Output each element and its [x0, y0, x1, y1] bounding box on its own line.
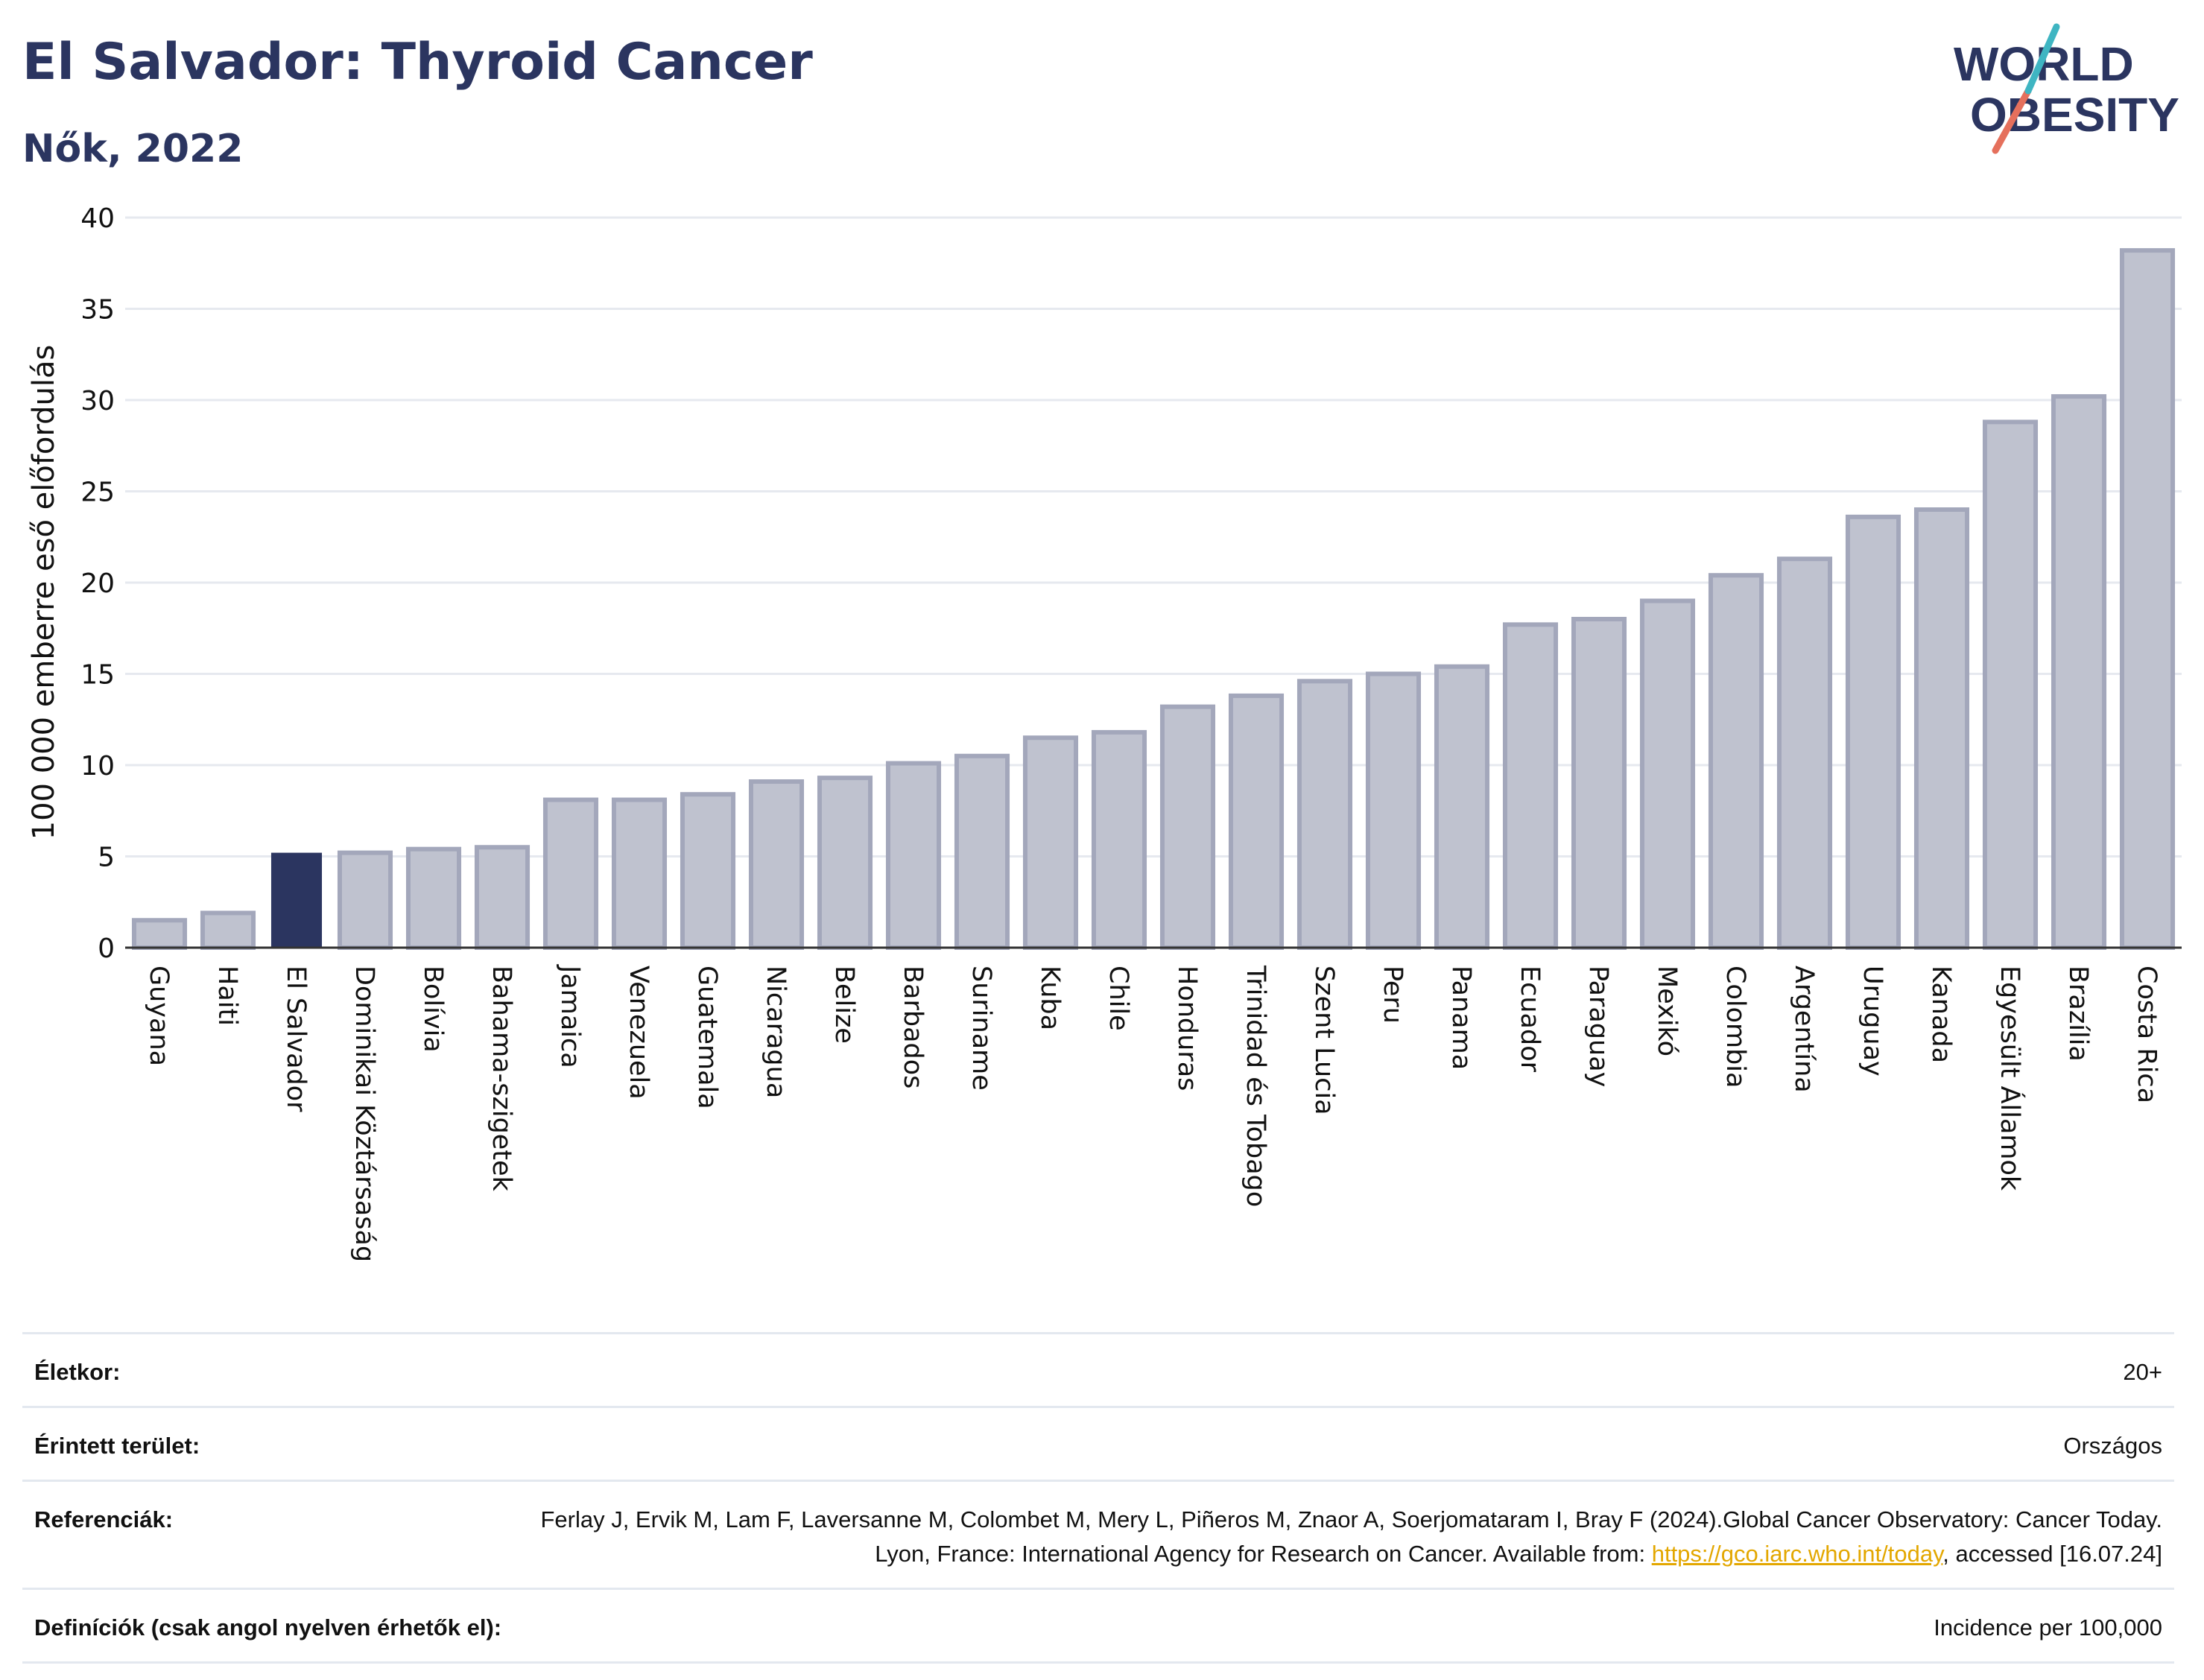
- bar: [1845, 514, 1901, 950]
- x-tick-label: Ecuador: [1515, 966, 1545, 1073]
- bar: [1091, 729, 1147, 951]
- y-tick-label: 20: [80, 568, 115, 599]
- x-tick-label: Mexikó: [1652, 966, 1682, 1056]
- x-tick-label: Brazília: [2063, 966, 2093, 1062]
- meta-row-age: Életkor: 20+: [22, 1332, 2174, 1406]
- bar: [1913, 507, 1970, 950]
- chart-title: El Salvador: Thyroid Cancer: [22, 33, 813, 92]
- x-tick-label: Uruguay: [1858, 966, 1887, 1077]
- x-tick-label: Barbados: [898, 966, 928, 1088]
- bar-highlighted: [270, 852, 323, 948]
- x-tick-label: Guyana: [144, 966, 174, 1066]
- world-obesity-logo: WORLD OBESITY: [1954, 23, 2179, 154]
- age-label: Életkor:: [34, 1359, 121, 1385]
- y-tick-label: 25: [80, 478, 115, 508]
- meta-row-area: Érintett terület: Országos: [22, 1406, 2174, 1480]
- y-tick-label: 5: [98, 843, 115, 873]
- y-tick-label: 40: [80, 203, 115, 234]
- bar: [1982, 419, 2039, 950]
- references-text: Ferlay J, Ervik M, Lam F, Laversanne M, …: [523, 1503, 2162, 1571]
- chart-subtitle: Nők, 2022: [22, 127, 244, 171]
- x-tick-label: Chile: [1103, 966, 1133, 1031]
- bar: [1708, 573, 1764, 950]
- area-label: Érintett terület:: [34, 1433, 200, 1459]
- bar: [337, 850, 393, 950]
- definitions-value: Incidence per 100,000: [1934, 1614, 2162, 1641]
- x-tick-label: Trinidad és Tobago: [1241, 965, 1270, 1207]
- bar: [1022, 735, 1079, 950]
- x-tick-label: Bolívia: [418, 966, 448, 1053]
- bar: [474, 845, 531, 950]
- x-tick-label: Venezuela: [624, 966, 653, 1100]
- x-tick-label: Nicaragua: [761, 966, 791, 1098]
- y-tick-label: 30: [80, 386, 115, 416]
- x-tick-label: Costa Rica: [2132, 966, 2162, 1103]
- logo-slash-teal: [2024, 23, 2060, 95]
- references-link[interactable]: https://gco.iarc.who.int/today: [1651, 1541, 1943, 1567]
- logo-line1: WORLD: [1954, 37, 2134, 91]
- y-tick-label: 15: [80, 660, 115, 691]
- y-axis-label: 100 000 emberre eső előfordulás: [27, 345, 61, 840]
- area-value: Országos: [2063, 1433, 2162, 1459]
- bar: [680, 792, 736, 950]
- bar: [1434, 664, 1490, 950]
- x-tick-label: Jamaica: [555, 964, 585, 1068]
- logo-slash-coral: [1992, 87, 2032, 154]
- references-text-part2: , accessed [16.07.24]: [1942, 1541, 2162, 1567]
- bar: [1296, 679, 1353, 950]
- bar: [2051, 394, 2107, 950]
- bars: [131, 248, 2176, 951]
- bar: [1502, 622, 1559, 950]
- meta-row-references: Referenciák: Ferlay J, Ervik M, Lam F, L…: [22, 1480, 2174, 1588]
- x-tick-label: Guatemala: [692, 966, 722, 1109]
- x-tick-label: Argentína: [1789, 966, 1819, 1093]
- bar: [131, 918, 188, 950]
- metadata-table: Életkor: 20+ Érintett terület: Országos …: [22, 1332, 2174, 1664]
- y-tick-label: 35: [80, 295, 115, 326]
- bar: [1159, 704, 1216, 950]
- x-tick-label: Honduras: [1172, 966, 1202, 1091]
- x-tick-label: El Salvador: [281, 966, 311, 1112]
- x-tick-label: Egyesült Államok: [1995, 966, 2026, 1191]
- bar: [817, 776, 873, 951]
- bar: [1228, 693, 1285, 951]
- x-tick-label: Panama: [1446, 966, 1476, 1070]
- bar: [1365, 671, 1422, 950]
- x-tick-label: Dominikai Köztársaság: [349, 966, 379, 1262]
- gridlines: [125, 216, 2182, 858]
- x-tick-label: Peru: [1378, 966, 1407, 1024]
- x-tick-label: Colombia: [1720, 966, 1750, 1088]
- y-tick-label: 10: [80, 751, 115, 782]
- x-tick-label: Belize: [829, 966, 859, 1044]
- bar: [200, 910, 256, 950]
- bar: [885, 761, 942, 951]
- references-label: Referenciák:: [34, 1506, 174, 1532]
- bar: [542, 797, 599, 951]
- x-tick-label: Kanada: [1926, 966, 1956, 1063]
- bar-chart: 0 5 10 15 20 25 30 35 40 Guyana Haiti El Salvador Do…: [27, 203, 2182, 1262]
- axes: 0 5 10 15 20 25 30 35 40 Guyana Haiti El Salvador Do…: [80, 203, 2182, 1262]
- bar: [405, 846, 462, 950]
- x-tick-label: Bahama-szigetek: [487, 966, 516, 1192]
- age-value: 20+: [2123, 1359, 2162, 1385]
- bar: [1571, 617, 1627, 950]
- bar: [1639, 598, 1696, 950]
- bar: [2119, 248, 2176, 951]
- x-tick-label: Paraguay: [1583, 966, 1613, 1087]
- references-text-part1: Ferlay J, Ervik M, Lam F, Laversanne M, …: [540, 1506, 2162, 1567]
- bar: [748, 779, 805, 951]
- definitions-label: Definíciók (csak angol nyelven érhetők e…: [34, 1614, 502, 1641]
- x-tick-label: Szent Lucia: [1309, 966, 1339, 1115]
- y-tick-label: 0: [98, 933, 115, 964]
- x-tick-label: Suriname: [966, 966, 996, 1091]
- x-tick-label: Kuba: [1035, 966, 1065, 1030]
- bar: [1776, 557, 1833, 950]
- meta-row-definitions: Definíciók (csak angol nyelven érhetők e…: [22, 1588, 2174, 1664]
- bar: [954, 753, 1010, 950]
- x-tick-label: Haiti: [212, 966, 242, 1026]
- bar: [611, 797, 668, 951]
